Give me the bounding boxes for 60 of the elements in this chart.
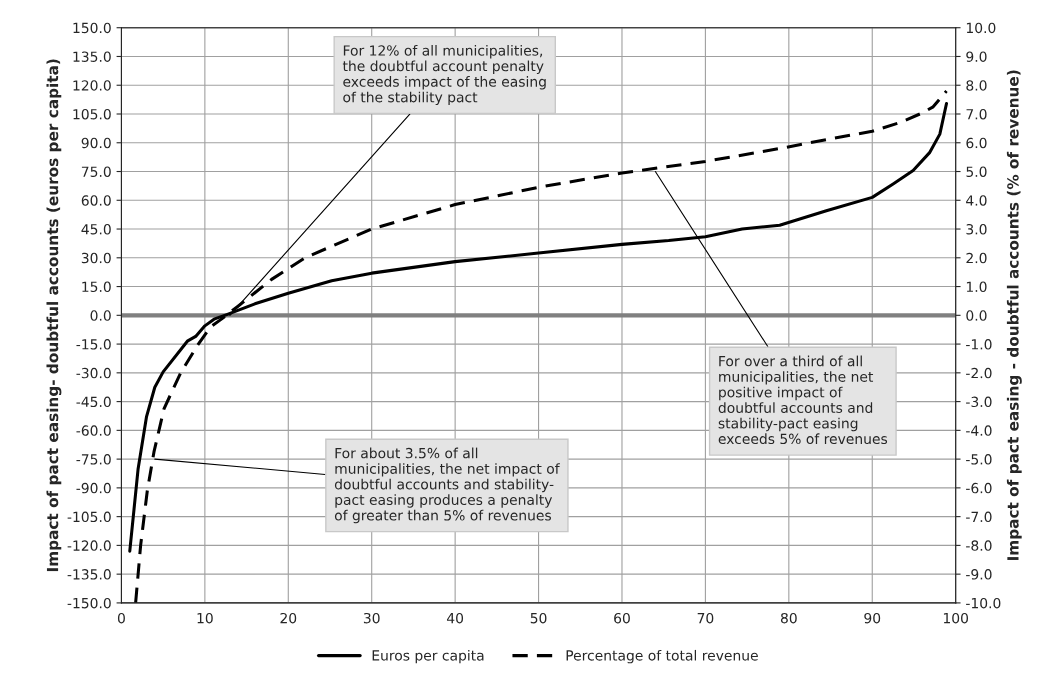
y2-tick-label: 5.0 xyxy=(966,166,987,177)
x-tick-label: 30 xyxy=(363,612,380,624)
annotation: For over a third of all municipalities, the net positive impact of doubtful accounts and stability-pact easing exceeds 5% of revenues xyxy=(718,355,888,445)
y2-tick-label: -7.0 xyxy=(966,511,992,523)
y2-tick-label: -10.0 xyxy=(966,597,1001,609)
y-tick-label: -75.0 xyxy=(76,454,111,465)
x-tick-label: 70 xyxy=(697,612,714,624)
y2-tick-label: -6.0 xyxy=(966,482,992,494)
y2-tick-label: -3.0 xyxy=(966,396,992,408)
y2-tick-label: 7.0 xyxy=(966,108,987,120)
x-tick-label: 20 xyxy=(280,612,297,624)
y-tick-label: -105.0 xyxy=(67,511,111,523)
y2-tick-label: 3.0 xyxy=(966,224,987,235)
y-tick-label: 75.0 xyxy=(81,166,111,177)
y-tick-label: 135.0 xyxy=(73,51,111,62)
y-tick-label: 90.0 xyxy=(81,137,111,149)
y-tick-label: 105.0 xyxy=(73,108,111,120)
y-tick-label: 60.0 xyxy=(81,195,111,206)
x-tick-label: 40 xyxy=(446,612,464,624)
x-tick-label: 90 xyxy=(864,612,881,624)
y2-tick-label: -2.0 xyxy=(966,367,992,379)
y-tick-label: 30.0 xyxy=(81,252,111,264)
y-tick-label: 15.0 xyxy=(82,281,111,293)
x-tick-label: 50 xyxy=(530,612,547,624)
y2-tick-label: 2.0 xyxy=(966,252,987,264)
annotation: For about 3.5% of all municipalities, the net impact of doubtful accounts and stability- pact easing produces a penalty of greater than 5% of revenues xyxy=(334,447,560,524)
y-tick-label: -45.0 xyxy=(76,396,111,408)
y2-tick-label: 9.0 xyxy=(966,51,987,62)
y2-tick-label: 10.0 xyxy=(966,22,996,34)
y-tick-label: -135.0 xyxy=(67,569,111,580)
y2-tick-label: 8.0 xyxy=(966,80,987,91)
y-tick-label: -150.0 xyxy=(67,597,111,609)
y-tick-label: -30.0 xyxy=(76,367,111,379)
y-tick-label: 150.0 xyxy=(73,22,111,34)
y2-tick-label: 6.0 xyxy=(966,137,987,149)
y2-axis-title: Impact of pact easing - doubtful accounts (% of revenue) xyxy=(1006,70,1022,560)
y2-tick-label: 4.0 xyxy=(966,195,987,206)
y2-tick-label: -9.0 xyxy=(966,569,992,580)
annotation: For 12% of all municipalities, the doubtful account penalty exceeds impact of the easing of the stability pact xyxy=(342,44,546,106)
x-tick-label: 100 xyxy=(943,612,969,624)
y-tick-label: -90.0 xyxy=(76,482,111,494)
y-tick-label: -120.0 xyxy=(67,540,111,551)
legend-label: Euros per capita xyxy=(372,649,484,664)
y-axis-title: Impact of pact easing- doubtful accounts (euros per capita) xyxy=(46,59,62,572)
y2-tick-label: 1.0 xyxy=(966,281,987,293)
x-tick-label: 80 xyxy=(780,612,797,624)
x-tick-label: 10 xyxy=(197,612,213,624)
y2-tick-label: -8.0 xyxy=(966,540,992,551)
y-tick-label: 45.0 xyxy=(81,224,111,235)
x-tick-label: 60 xyxy=(614,612,630,624)
y-tick-label: -60.0 xyxy=(76,425,111,436)
y-tick-label: -15.0 xyxy=(76,339,111,350)
x-tick-label: 0 xyxy=(117,612,125,624)
legend-label: Percentage of total revenue xyxy=(566,649,758,664)
y2-tick-label: -1.0 xyxy=(966,339,992,350)
y2-tick-label: -4.0 xyxy=(966,425,992,436)
y2-tick-label: -5.0 xyxy=(966,454,992,465)
y-tick-label: 120.0 xyxy=(73,80,111,91)
y-tick-label: 0.0 xyxy=(90,310,111,321)
y2-tick-label: 0.0 xyxy=(966,310,987,321)
